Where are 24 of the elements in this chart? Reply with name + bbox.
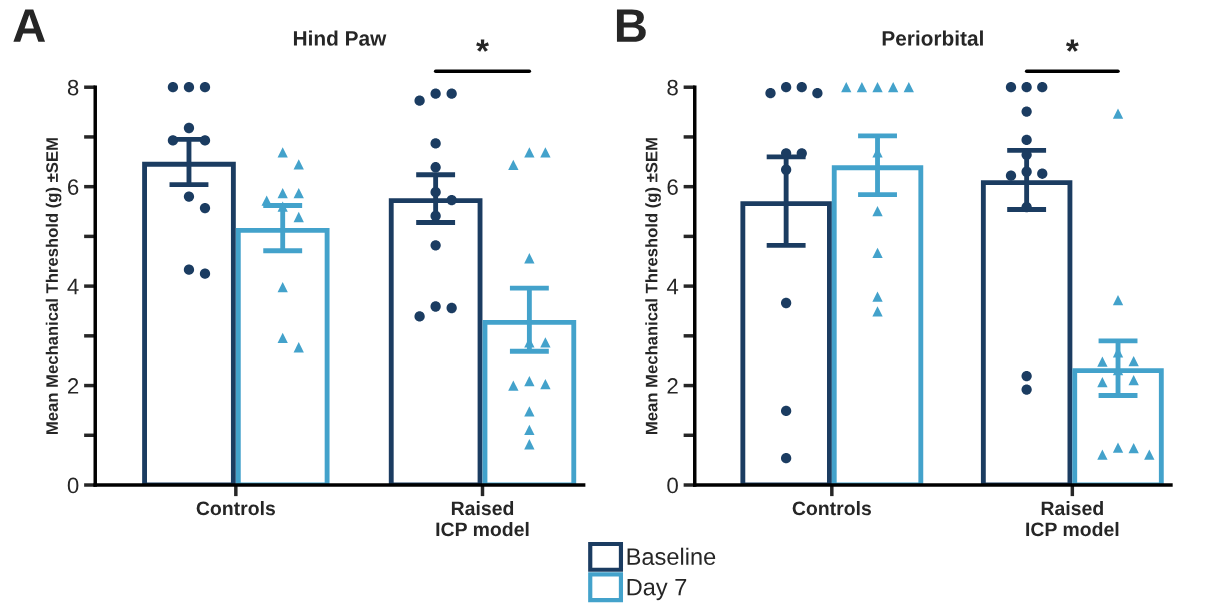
text: * bbox=[1065, 39, 1079, 52]
x-tick-label: Raised ICP model bbox=[1026, 500, 1119, 537]
chart-title: Periorbital bbox=[882, 30, 983, 46]
legend-label: Baseline bbox=[627, 547, 716, 566]
text: B bbox=[616, 9, 646, 42]
text: A bbox=[13, 9, 46, 42]
y-tick-label: 6 bbox=[667, 179, 678, 195]
y-tick-label: 4 bbox=[666, 278, 679, 295]
chart-title: Hind Paw bbox=[293, 30, 387, 46]
y-tick-label: 2 bbox=[667, 378, 678, 394]
x-tick-label: Raised ICP model bbox=[436, 500, 529, 537]
y-axis-title: Mean Mechanical Threshold (g) ±SEM bbox=[645, 138, 661, 435]
x-tick-label: Controls bbox=[792, 500, 872, 516]
y-tick-label: 0 bbox=[67, 477, 79, 494]
x-tick-label: Controls bbox=[196, 500, 276, 516]
y-tick-label: 6 bbox=[68, 179, 79, 195]
legend-label: Day 7 bbox=[627, 578, 687, 601]
y-tick-label: 8 bbox=[667, 79, 678, 96]
y-tick-label: 8 bbox=[67, 79, 79, 96]
y-tick-label: 0 bbox=[667, 477, 678, 494]
y-tick-label: 4 bbox=[67, 278, 79, 295]
text: * bbox=[476, 39, 489, 52]
y-axis-title: Mean Mechanical Threshold (g) ±SEM bbox=[45, 138, 62, 435]
y-tick-label: 2 bbox=[68, 378, 79, 394]
